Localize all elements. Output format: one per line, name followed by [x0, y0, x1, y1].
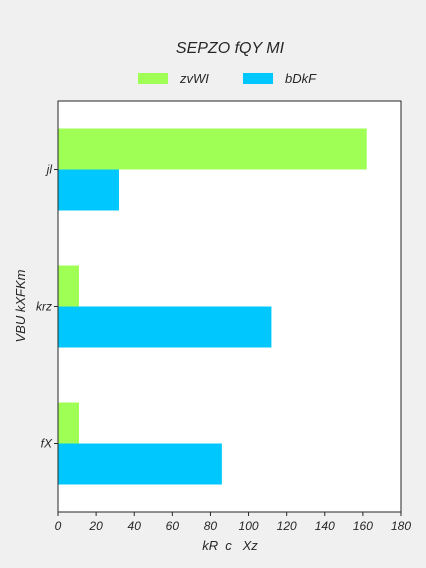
- x-axis-label: kR c Xz: [202, 538, 258, 553]
- bar-zvWI-jl: [58, 128, 367, 170]
- legend-label-series-0: zvWI: [179, 71, 209, 86]
- x-tick-label-160: 160: [353, 519, 373, 533]
- x-tick-label-120: 120: [277, 519, 297, 533]
- x-tick-label-140: 140: [315, 519, 335, 533]
- y-tick-label-krz: krz: [36, 300, 52, 314]
- bar-zvWI-fX: [58, 402, 79, 444]
- chart-title: SEPZO fQY MI: [176, 40, 285, 57]
- x-axis-ticks: 0 20 40 60 80 100 120 140 160 180: [55, 512, 411, 533]
- x-tick-label-80: 80: [204, 519, 218, 533]
- y-axis-label: VBU kXFKm: [13, 269, 28, 342]
- bar-bDkF-fX: [58, 443, 222, 485]
- x-tick-label-180: 180: [391, 519, 411, 533]
- legend-swatch-series-1: [243, 73, 273, 84]
- bar-bDkF-jl: [58, 169, 119, 211]
- x-tick-label-20: 20: [88, 519, 103, 533]
- y-axis-ticks: jl krz fX: [36, 163, 58, 451]
- y-tick-label-jl: jl: [45, 163, 53, 177]
- bar-zvWI-krz: [58, 265, 79, 307]
- y-tick-label-fX: fX: [41, 437, 53, 451]
- legend-swatch-series-0: [138, 73, 168, 84]
- x-tick-label-40: 40: [128, 519, 142, 533]
- x-tick-label-0: 0: [55, 519, 62, 533]
- legend-label-series-1: bDkF: [285, 71, 317, 86]
- bar-bDkF-krz: [58, 306, 272, 348]
- x-tick-label-100: 100: [239, 519, 259, 533]
- bars-group: [58, 128, 367, 485]
- legend: zvWI bDkF: [138, 71, 317, 86]
- x-tick-label-60: 60: [166, 519, 180, 533]
